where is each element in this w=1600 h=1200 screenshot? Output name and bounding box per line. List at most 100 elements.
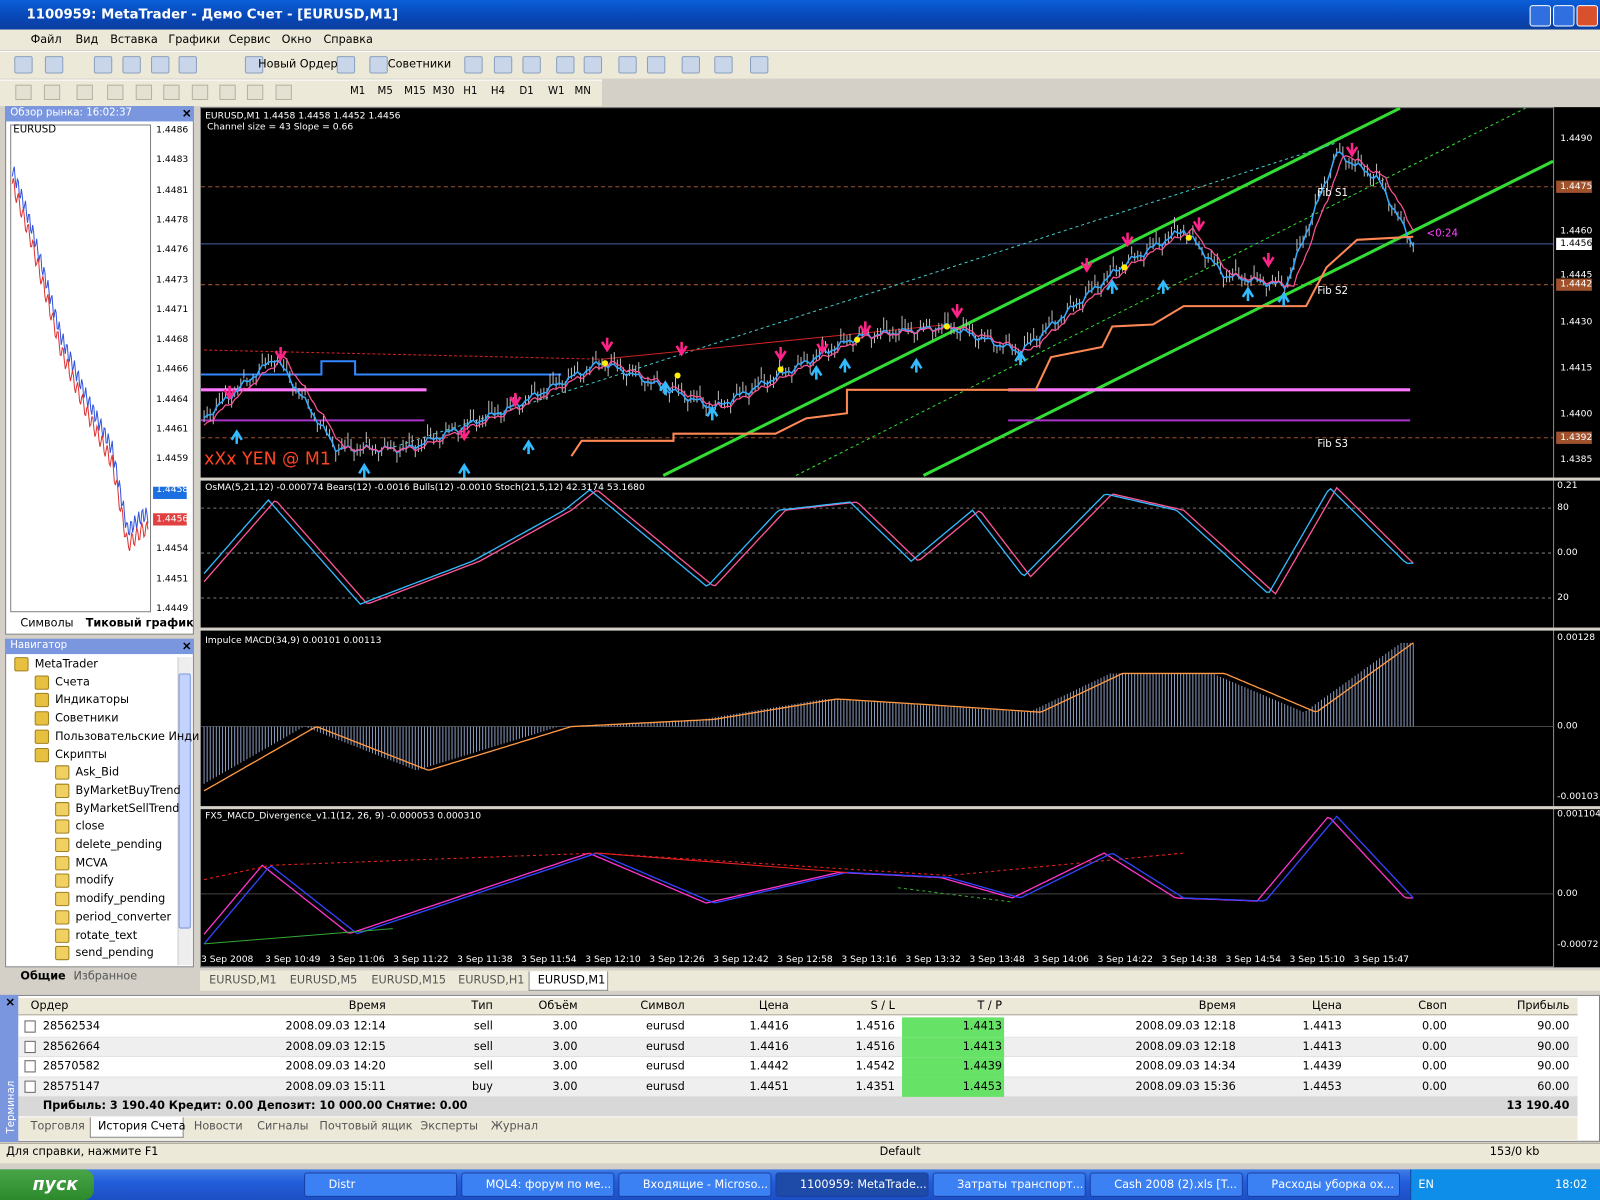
menu-item[interactable]: Сервис — [228, 32, 271, 46]
column-header[interactable]: Прибыль — [1516, 998, 1570, 1013]
toolbar-icon[interactable] — [369, 56, 388, 74]
timeframe-button[interactable]: H1 — [463, 85, 478, 97]
terminal-tab[interactable]: Новости — [193, 1119, 243, 1133]
drawing-tool-icon[interactable] — [43, 84, 61, 101]
menu-item[interactable]: Вставка — [110, 32, 158, 46]
column-header[interactable]: Время — [1198, 998, 1236, 1013]
panel-tab[interactable]: Тиковый график — [85, 616, 194, 630]
tree-item[interactable]: Пользовательские Инди — [55, 729, 200, 743]
toolbar-button[interactable]: Новый Ордер — [258, 57, 338, 71]
tree-item[interactable]: modify — [75, 873, 114, 888]
taskbar-button-label[interactable]: MQL4: форум по ме... — [485, 1177, 612, 1191]
toolbar-icon[interactable] — [122, 56, 141, 74]
toolbar-icon[interactable] — [464, 56, 483, 74]
timeframe-button[interactable]: M1 — [350, 85, 366, 97]
panel-tab[interactable]: Общие — [20, 969, 66, 983]
toolbar-icon[interactable] — [750, 56, 769, 74]
tree-item[interactable]: period_converter — [75, 909, 172, 924]
menu-item[interactable]: Окно — [281, 32, 312, 46]
toolbar-icon[interactable] — [556, 56, 575, 74]
tree-item[interactable]: Скрипты — [55, 747, 107, 761]
taskbar-button[interactable] — [1089, 1172, 1243, 1197]
panel-tab[interactable]: Символы — [20, 616, 74, 630]
panel-tab[interactable]: Избранное — [73, 969, 138, 983]
chart-tab[interactable]: EURUSD,M1 — [209, 973, 277, 987]
column-header[interactable]: Тип — [471, 998, 493, 1013]
drawing-tool-icon[interactable] — [191, 84, 209, 101]
toolbar-icon[interactable] — [336, 56, 356, 74]
tree-item[interactable]: rotate_text — [75, 928, 138, 942]
toolbar-icon[interactable] — [522, 56, 541, 74]
drawing-tool-icon[interactable] — [246, 84, 264, 101]
drawing-tool-icon[interactable] — [135, 84, 153, 101]
toolbar-icon[interactable] — [93, 56, 113, 74]
timeframe-button[interactable]: W1 — [547, 85, 565, 97]
toolbar-icon[interactable] — [714, 56, 733, 74]
drawing-tool-icon[interactable] — [15, 84, 32, 101]
chart-tab[interactable]: EURUSD,H1 — [458, 973, 525, 987]
drawing-tool-icon[interactable] — [107, 84, 124, 101]
tree-item[interactable]: ByMarketBuyTrend — [75, 783, 181, 797]
toolbar-icon[interactable] — [618, 56, 637, 74]
toolbar-icon[interactable] — [244, 56, 264, 74]
drawing-tool-icon[interactable] — [275, 84, 292, 101]
chart-tab[interactable]: EURUSD,M5 — [289, 973, 358, 987]
tree-item[interactable]: ByMarketSellTrend — [75, 801, 180, 815]
tree-item[interactable]: MCVA — [75, 855, 108, 870]
toolbar-icon[interactable] — [681, 56, 701, 74]
taskbar-button-label[interactable]: Входящие - Microso... — [642, 1177, 768, 1191]
column-header[interactable]: T / P — [977, 998, 1003, 1013]
column-header[interactable]: Своп — [1418, 998, 1447, 1013]
taskbar-button-label[interactable]: Distr — [328, 1177, 356, 1191]
taskbar-button-label[interactable]: Cash 2008 (2).xls [T... — [1114, 1177, 1237, 1191]
drawing-tool-icon[interactable] — [76, 84, 93, 101]
toolbar-button[interactable]: Советники — [387, 57, 452, 71]
menu-item[interactable]: Графики — [168, 32, 221, 46]
chart-tab[interactable]: EURUSD,M15 — [371, 973, 447, 987]
toolbar-icon[interactable] — [44, 56, 64, 74]
window-button[interactable] — [1529, 5, 1552, 27]
tree-item[interactable]: delete_pending — [75, 837, 163, 852]
tree-item[interactable]: modify_pending — [75, 891, 166, 906]
column-header[interactable]: Цена — [1311, 998, 1342, 1013]
terminal-tab[interactable]: История Счета — [97, 1119, 186, 1133]
tree-item[interactable]: Индикаторы — [55, 693, 129, 707]
terminal-tab[interactable]: Эксперты — [420, 1119, 478, 1133]
taskbar-button[interactable] — [618, 1172, 772, 1197]
toolbar-icon[interactable] — [178, 56, 197, 74]
taskbar-button-label[interactable]: Расходы уборка ох... — [1271, 1177, 1394, 1191]
timeframe-button[interactable]: M5 — [377, 85, 393, 97]
tree-item[interactable]: send_pending — [75, 946, 154, 960]
tree-item[interactable]: Советники — [55, 711, 119, 725]
timeframe-button[interactable]: M30 — [432, 85, 455, 97]
column-header[interactable]: S / L — [870, 998, 895, 1013]
menu-item[interactable]: Справка — [323, 32, 373, 46]
tree-item[interactable]: MetaTrader — [34, 657, 98, 671]
taskbar-button[interactable] — [1246, 1172, 1401, 1197]
chart-tab[interactable]: EURUSD,M1 — [537, 973, 606, 987]
column-header[interactable]: Символ — [640, 998, 685, 1013]
menu-item[interactable]: Вид — [75, 32, 99, 46]
taskbar-button[interactable] — [932, 1172, 1086, 1197]
start-label[interactable]: пуск — [32, 1174, 79, 1195]
toolbar-icon[interactable] — [151, 56, 170, 74]
window-button[interactable] — [1553, 5, 1575, 27]
column-header[interactable]: Цена — [758, 998, 789, 1013]
drawing-tool-icon[interactable] — [219, 84, 236, 101]
toolbar-icon[interactable] — [14, 56, 33, 74]
tree-item[interactable]: close — [75, 819, 105, 833]
close-button[interactable] — [1576, 5, 1598, 27]
menu-item[interactable]: Файл — [30, 32, 62, 46]
timeframe-button[interactable]: MN — [574, 85, 591, 97]
tree-item[interactable]: Ask_Bid — [75, 765, 120, 779]
taskbar-button[interactable] — [461, 1172, 615, 1197]
toolbar-icon[interactable] — [583, 56, 603, 74]
timeframe-button[interactable]: D1 — [519, 85, 534, 97]
terminal-tab[interactable]: Сигналы — [257, 1119, 309, 1133]
terminal-tab[interactable]: Журнал — [490, 1119, 539, 1133]
taskbar-button-label[interactable]: Затраты транспорт... — [957, 1177, 1084, 1191]
column-header[interactable]: Время — [348, 998, 386, 1013]
column-header[interactable]: Объём — [538, 998, 578, 1013]
terminal-tab[interactable]: Торговля — [30, 1119, 85, 1133]
taskbar-button[interactable] — [775, 1172, 929, 1197]
